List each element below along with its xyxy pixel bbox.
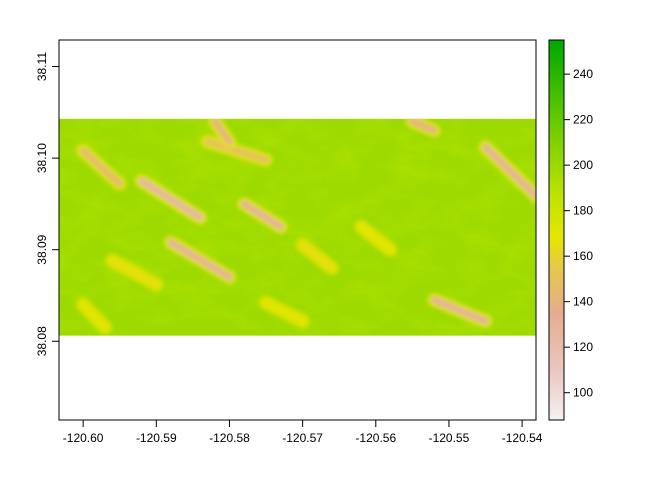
ridge-3	[240, 200, 285, 231]
ridge-2	[167, 238, 233, 281]
x-tick-label: -120.54	[502, 431, 543, 445]
legend-colorbar	[548, 39, 565, 421]
legend-tick-label: 160	[573, 249, 593, 263]
x-axis: -120.60 -120.59 -120.58 -120.57 -120.56 -120.…	[63, 419, 543, 445]
legend-tick-label: 120	[573, 340, 593, 354]
ridge-0	[138, 177, 204, 222]
ridge-8	[408, 118, 438, 135]
x-tick-label: -120.60	[63, 431, 104, 445]
legend-tick-label: 240	[573, 67, 593, 81]
x-tick-label: -120.58	[209, 431, 250, 445]
color-legend: 100 120 140 160 180 200 220 240	[548, 39, 593, 421]
raster-texture	[59, 118, 536, 336]
legend-tick-label: 180	[573, 204, 593, 218]
ridge-10	[299, 241, 336, 272]
y-tick-label: 38.08	[35, 326, 49, 356]
raster-layer	[59, 118, 536, 336]
ridge-11	[357, 223, 394, 254]
y-tick-label: 38.10	[35, 143, 49, 173]
ridge-9	[108, 257, 160, 288]
x-tick-label: -120.59	[136, 431, 177, 445]
ridge-1	[79, 147, 124, 188]
raster-ridges	[76, 118, 536, 335]
y-tick-label: 38.09	[35, 234, 49, 264]
x-tick-label: -120.56	[355, 431, 396, 445]
ridge-12	[79, 301, 109, 332]
ridge-7	[211, 118, 233, 146]
y-axis: 38.08 38.09 38.10 38.11	[35, 52, 60, 356]
ridge-13	[262, 299, 307, 325]
y-tick-label: 38.11	[35, 52, 49, 81]
ridge-5	[482, 143, 536, 200]
legend-tick-label: 140	[573, 295, 593, 309]
legend-tick-label: 100	[573, 386, 593, 400]
legend-tick-label: 220	[573, 113, 593, 127]
ridge-6	[430, 296, 490, 325]
x-tick-label: -120.57	[282, 431, 323, 445]
ridge-4	[204, 138, 270, 164]
legend-tick-label: 200	[573, 158, 593, 172]
x-tick-label: -120.55	[429, 431, 470, 445]
